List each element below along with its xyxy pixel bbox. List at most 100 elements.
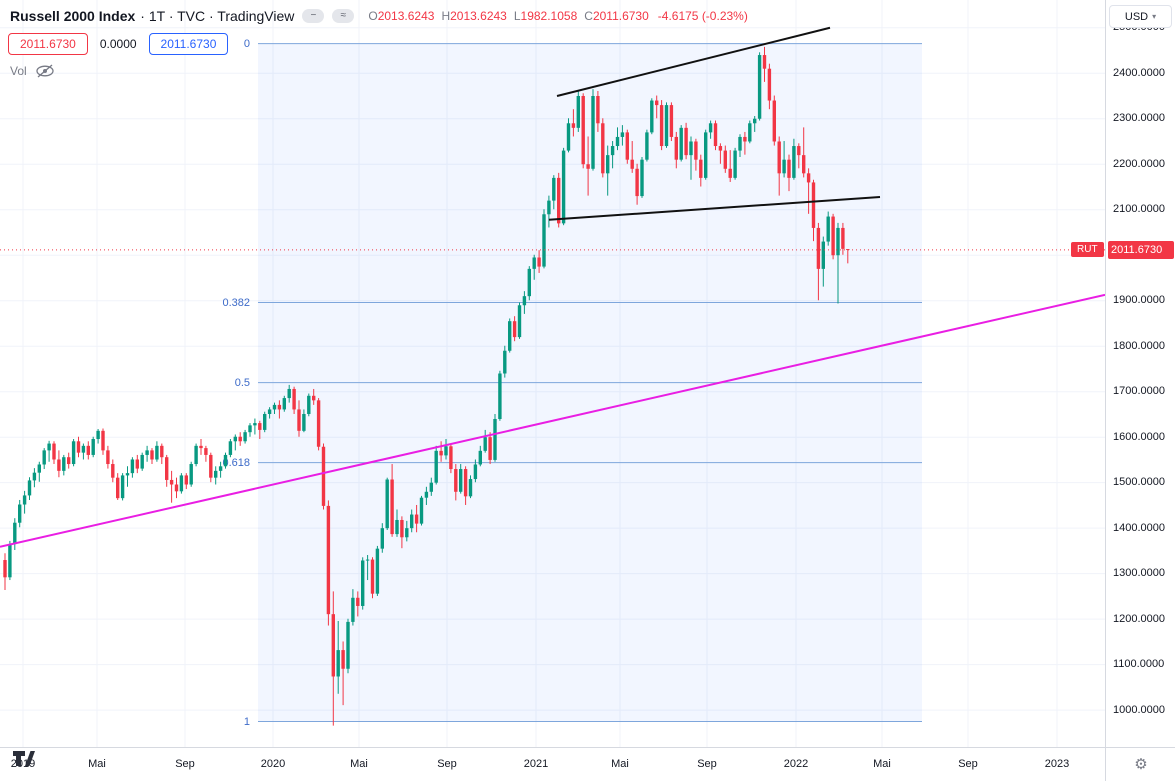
high-label: H <box>441 9 451 23</box>
candle-body <box>537 257 541 267</box>
candle-body <box>434 450 438 483</box>
candle-body <box>615 136 620 147</box>
magenta-uptrend-line[interactable] <box>0 293 1105 548</box>
candle-body <box>792 146 796 178</box>
price-box-red[interactable]: 2011.6730 <box>8 33 88 55</box>
tradingview-logo-icon[interactable] <box>12 749 36 772</box>
candle-body <box>527 268 531 297</box>
upper-resistance-line[interactable] <box>556 26 831 97</box>
candle-body <box>160 445 164 458</box>
candle-body <box>684 127 688 156</box>
candle-body <box>410 514 414 529</box>
time-axis-label: 2022 <box>783 758 809 770</box>
candle-body <box>267 409 272 414</box>
currency-selector[interactable]: USD ▾ <box>1109 5 1172 28</box>
candle-body <box>669 105 674 137</box>
candle-body <box>307 395 311 414</box>
candle-body <box>57 459 61 471</box>
candle-body <box>831 216 835 256</box>
candle-body <box>243 432 247 442</box>
fib-level-label: 0.5 <box>235 377 250 389</box>
candle-body <box>459 469 463 492</box>
candle-body <box>218 466 223 471</box>
candle-body <box>37 464 41 473</box>
candle-body <box>468 479 473 497</box>
chart-canvas[interactable]: 0 0.382 0.5 0.618 1 RUT <box>0 0 1105 747</box>
candle-body <box>463 469 468 497</box>
time-axis-label: 2021 <box>523 758 549 770</box>
candle-body <box>263 413 267 430</box>
time-axis-label: Mai <box>88 758 106 770</box>
candle-body <box>571 123 576 128</box>
low-value: 1982.1058 <box>520 9 578 23</box>
candle-body <box>586 164 590 169</box>
price-axis-label: 1100.0000 <box>1113 658 1165 671</box>
candle-body <box>297 409 301 431</box>
time-axis-label: Mai <box>873 758 891 770</box>
candle-body <box>321 446 326 506</box>
candle-body <box>640 159 644 197</box>
price-axis[interactable]: 2011.6730 2500.00002400.00002300.0000220… <box>1105 0 1175 747</box>
candle-body <box>694 141 698 160</box>
candlestick-chart[interactable]: 0 0.382 0.5 0.618 1 <box>0 0 1105 747</box>
candle-body <box>395 519 399 535</box>
candle-body <box>566 123 571 151</box>
high-value: 2013.6243 <box>450 9 507 23</box>
gear-icon[interactable]: ⚙ <box>1134 756 1148 773</box>
candle-body <box>169 479 174 485</box>
wave-settings-icon[interactable]: ≈ <box>332 9 355 23</box>
candle-body <box>542 214 546 267</box>
candle-body <box>596 95 600 124</box>
candle-body <box>326 505 331 615</box>
candle-body <box>361 560 365 606</box>
candle-body <box>762 55 767 69</box>
candle-body <box>42 450 46 465</box>
candle-body <box>62 457 66 471</box>
candle-body <box>620 132 625 137</box>
candle-body <box>557 177 561 224</box>
time-axis-label: Mai <box>350 758 368 770</box>
candle-body <box>787 159 791 178</box>
candle-body <box>380 528 384 549</box>
candle-body <box>606 155 610 174</box>
candle-body <box>733 150 737 178</box>
price-box-blue[interactable]: 2011.6730 <box>148 33 229 55</box>
price-axis-label: 1400.0000 <box>1113 521 1165 534</box>
candle-body <box>679 127 683 160</box>
close-label: C <box>584 9 593 23</box>
candle-body <box>233 436 237 442</box>
candle-body <box>292 388 296 410</box>
candle-body <box>449 446 453 470</box>
candle-body <box>140 454 144 469</box>
range-support-line[interactable] <box>548 195 881 221</box>
candle-body <box>375 548 380 594</box>
candle-body <box>365 559 370 561</box>
minimize-legend-icon[interactable]: − <box>302 9 325 23</box>
candle-body <box>743 136 747 142</box>
symbol-title[interactable]: Russell 2000 Index <box>10 8 136 24</box>
candle-body <box>336 650 340 677</box>
candle-body <box>370 559 375 594</box>
candle-body <box>444 446 448 456</box>
time-axis-label: Sep <box>437 758 457 770</box>
candle-body <box>214 470 218 478</box>
candle-body <box>312 395 316 401</box>
candle-body <box>806 173 811 183</box>
candle-body <box>253 423 257 426</box>
candle-body <box>3 560 7 578</box>
eye-hidden-icon[interactable] <box>35 64 55 78</box>
candle-body <box>86 445 90 455</box>
candle-body <box>659 105 664 147</box>
low-label: L <box>513 9 521 23</box>
candle-body <box>664 105 669 147</box>
candle-body <box>27 480 32 496</box>
candle-body <box>797 146 801 156</box>
candle-body <box>106 450 110 465</box>
candle-body <box>503 350 507 374</box>
candle-body <box>204 448 208 455</box>
candle-body <box>816 227 821 269</box>
candle-body <box>405 528 409 538</box>
time-axis[interactable]: 2019 Mai Sep 2020 Mai Sep 2021 Mai Sep 2022 Mai Sep… <box>0 747 1105 781</box>
candle-body <box>753 118 757 124</box>
